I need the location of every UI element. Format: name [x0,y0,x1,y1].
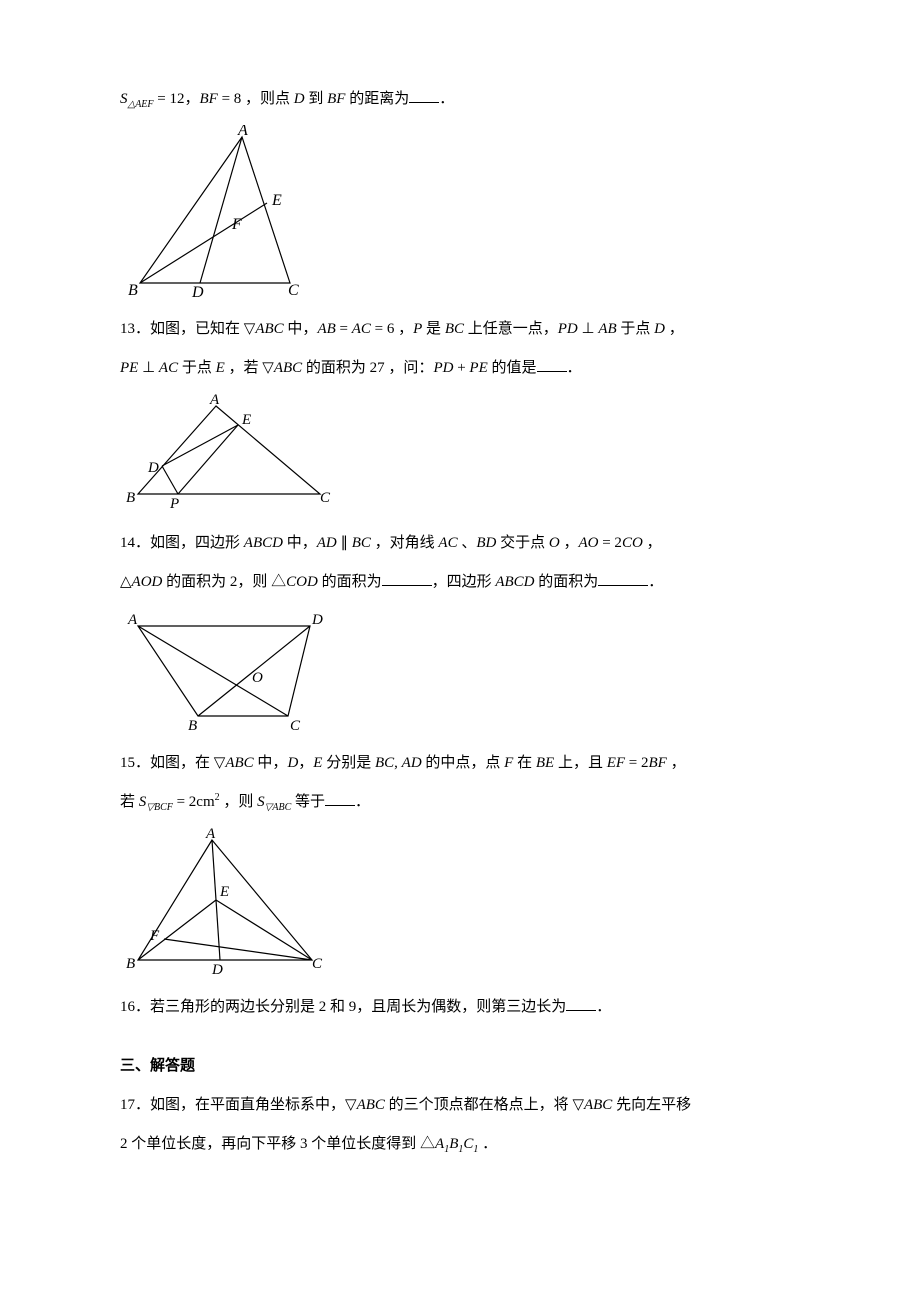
svg-text:A: A [127,612,138,628]
svg-text:D: D [311,612,323,628]
q14-text1: 如图，四边形 ABCD 中，AD ∥ BC ，对角线 AC 、BD 交于点 O … [150,535,662,551]
q17-line2: 2 个单位长度，再向下平移 3 个单位长度得到 △A1B1C1 ． [120,1125,800,1164]
q13-line2: PE ⊥ AC 于点 E ，若 ▽ABC 的面积为 27 ，问：PD + PE … [120,349,800,388]
q12-svg: A B C D E F [120,125,320,300]
q14-figure: A D B C O [120,608,800,734]
q12-figure: A B C D E F [120,125,800,300]
q12-text: S△AEF = 12，BF = 8 ，则点 D 到 BF 的距离为 [120,91,409,107]
svg-text:D: D [191,284,204,300]
q14-line1: 14．如图，四边形 ABCD 中，AD ∥ BC ，对角线 AC 、BD 交于点… [120,524,800,563]
svg-text:C: C [290,718,301,734]
q16-period: ． [596,999,611,1015]
svg-text:D: D [147,460,159,476]
svg-text:A: A [209,394,220,408]
q17-text2: 2 个单位长度，再向下平移 3 个单位长度得到 △A1B1C1 ． [120,1136,497,1152]
q13-line1: 13．如图，已知在 ▽ABC 中，AB = AC = 6 ，P 是 BC 上任意… [120,310,800,349]
q16-num: 16． [120,999,150,1015]
q15-figure: A B C D E F [120,828,800,978]
q14-num: 14． [120,535,150,551]
q16-text: 若三角形的两边长分别是 2 和 9，且周长为偶数，则第三边长为 [150,999,566,1015]
svg-text:B: B [126,490,135,506]
q14-text2a: △AOD 的面积为 2，则 △COD 的面积为 [120,574,382,590]
svg-text:F: F [231,216,242,233]
q12-period: ． [439,91,454,107]
q13-text1: 如图，已知在 ▽ABC 中，AB = AC = 6 ，P 是 BC 上任意一点，… [150,321,684,337]
section3-title: 三、解答题 [120,1047,800,1086]
q14-line2: △AOD 的面积为 2，则 △COD 的面积为 ，四边形 ABCD 的面积为 ． [120,563,800,602]
q12-blank [409,89,439,104]
q15-line1: 15．如图，在 ▽ABC 中，D，E 分别是 BC, AD 的中点，点 F 在 … [120,744,800,783]
svg-text:D: D [211,962,223,978]
svg-text:E: E [271,192,282,209]
svg-text:A: A [205,828,216,842]
svg-text:C: C [288,282,299,299]
q13-blank [537,358,567,373]
q17-num: 17． [120,1097,150,1113]
svg-text:B: B [128,282,138,299]
svg-text:O: O [252,670,263,686]
svg-text:E: E [219,884,229,900]
q13-text2: PE ⊥ AC 于点 E ，若 ▽ABC 的面积为 27 ，问：PD + PE … [120,360,537,376]
q14-svg: A D B C O [120,608,330,734]
q12-tail: S△AEF = 12，BF = 8 ，则点 D 到 BF 的距离为 ． [120,80,800,119]
svg-text:E: E [241,412,251,428]
q17-text1: 如图，在平面直角坐标系中，▽ABC 的三个顶点都在格点上，将 ▽ABC 先向左平… [150,1097,691,1113]
q15-blank [325,792,355,807]
q13-num: 13． [120,321,150,337]
q17-line1: 17．如图，在平面直角坐标系中，▽ABC 的三个顶点都在格点上，将 ▽ABC 先… [120,1086,800,1125]
svg-text:C: C [320,490,331,506]
svg-text:C: C [312,956,323,972]
q15-num: 15． [120,755,150,771]
q15-svg: A B C D E F [120,828,330,978]
q13-period: ． [567,360,582,376]
q13-svg: A B C P D E [120,394,340,514]
svg-text:B: B [188,718,197,734]
q15-text2: 若 S▽BCF = 2cm2 ，则 S▽ABC 等于 [120,794,325,810]
q13-figure: A B C P D E [120,394,800,514]
q14-blank1 [382,572,432,587]
q14-blank2 [598,572,648,587]
svg-text:B: B [126,956,135,972]
svg-text:P: P [169,496,179,512]
q16-line: 16．若三角形的两边长分别是 2 和 9，且周长为偶数，则第三边长为 ． [120,988,800,1027]
q15-line2: 若 S▽BCF = 2cm2 ，则 S▽ABC 等于 ． [120,783,800,822]
svg-text:F: F [149,928,160,944]
q15-text1: 如图，在 ▽ABC 中，D，E 分别是 BC, AD 的中点，点 F 在 BE … [150,755,686,771]
q15-period: ． [355,794,370,810]
q14-text2b: ，四边形 ABCD 的面积为 [432,574,599,590]
svg-text:A: A [237,125,248,139]
q16-blank [566,997,596,1012]
q14-period: ． [648,574,663,590]
